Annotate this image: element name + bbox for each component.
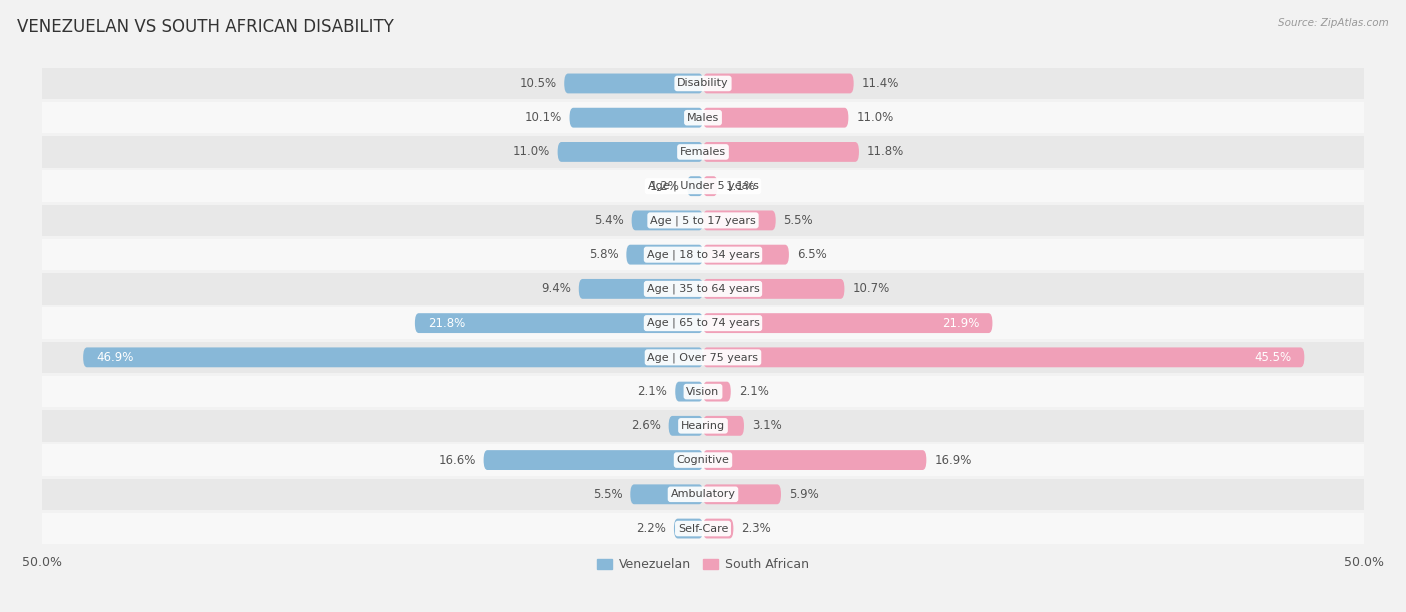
Text: Age | 65 to 74 years: Age | 65 to 74 years [647, 318, 759, 329]
Text: 11.8%: 11.8% [868, 146, 904, 159]
FancyBboxPatch shape [630, 484, 703, 504]
Text: Age | 5 to 17 years: Age | 5 to 17 years [650, 215, 756, 226]
Text: Females: Females [681, 147, 725, 157]
Text: Disability: Disability [678, 78, 728, 89]
Bar [42, 102, 1364, 133]
Bar [42, 239, 1364, 271]
Text: Cognitive: Cognitive [676, 455, 730, 465]
Text: Males: Males [688, 113, 718, 122]
FancyBboxPatch shape [703, 279, 845, 299]
FancyBboxPatch shape [703, 142, 859, 162]
FancyBboxPatch shape [703, 382, 731, 401]
FancyBboxPatch shape [703, 245, 789, 264]
Text: 46.9%: 46.9% [97, 351, 134, 364]
Text: 11.0%: 11.0% [512, 146, 550, 159]
Text: 10.1%: 10.1% [524, 111, 561, 124]
FancyBboxPatch shape [703, 348, 1305, 367]
Text: 5.4%: 5.4% [593, 214, 624, 227]
Bar [42, 341, 1364, 373]
FancyBboxPatch shape [703, 73, 853, 94]
Text: 10.7%: 10.7% [852, 282, 890, 296]
FancyBboxPatch shape [669, 416, 703, 436]
Text: Age | Over 75 years: Age | Over 75 years [648, 352, 758, 362]
FancyBboxPatch shape [703, 416, 744, 436]
Text: Age | 35 to 64 years: Age | 35 to 64 years [647, 283, 759, 294]
Text: Ambulatory: Ambulatory [671, 490, 735, 499]
Text: VENEZUELAN VS SOUTH AFRICAN DISABILITY: VENEZUELAN VS SOUTH AFRICAN DISABILITY [17, 18, 394, 36]
FancyBboxPatch shape [703, 450, 927, 470]
Text: Age | 18 to 34 years: Age | 18 to 34 years [647, 250, 759, 260]
FancyBboxPatch shape [675, 382, 703, 401]
Text: 11.0%: 11.0% [856, 111, 894, 124]
FancyBboxPatch shape [703, 211, 776, 230]
Bar [42, 513, 1364, 544]
Bar [42, 204, 1364, 236]
Text: 21.9%: 21.9% [942, 316, 979, 330]
FancyBboxPatch shape [703, 484, 780, 504]
FancyBboxPatch shape [558, 142, 703, 162]
Text: 1.1%: 1.1% [725, 180, 755, 193]
Text: Vision: Vision [686, 387, 720, 397]
Bar [42, 410, 1364, 442]
Bar [42, 307, 1364, 339]
FancyBboxPatch shape [579, 279, 703, 299]
FancyBboxPatch shape [564, 73, 703, 94]
Text: 2.1%: 2.1% [637, 385, 668, 398]
Text: 16.6%: 16.6% [439, 453, 475, 466]
Bar [42, 376, 1364, 408]
FancyBboxPatch shape [626, 245, 703, 264]
Bar [42, 68, 1364, 99]
Bar [42, 273, 1364, 305]
FancyBboxPatch shape [631, 211, 703, 230]
FancyBboxPatch shape [688, 176, 703, 196]
Text: 3.1%: 3.1% [752, 419, 782, 432]
FancyBboxPatch shape [673, 518, 703, 539]
Bar [42, 170, 1364, 202]
Text: Age | Under 5 years: Age | Under 5 years [648, 181, 758, 192]
FancyBboxPatch shape [703, 176, 717, 196]
FancyBboxPatch shape [484, 450, 703, 470]
Text: 10.5%: 10.5% [519, 77, 557, 90]
Text: 1.2%: 1.2% [650, 180, 679, 193]
Text: 6.5%: 6.5% [797, 248, 827, 261]
Text: 5.5%: 5.5% [783, 214, 813, 227]
Text: Source: ZipAtlas.com: Source: ZipAtlas.com [1278, 18, 1389, 28]
Text: 2.1%: 2.1% [738, 385, 769, 398]
Text: 2.3%: 2.3% [741, 522, 770, 535]
Text: 45.5%: 45.5% [1254, 351, 1291, 364]
Text: 16.9%: 16.9% [934, 453, 972, 466]
Text: 9.4%: 9.4% [541, 282, 571, 296]
FancyBboxPatch shape [83, 348, 703, 367]
Bar [42, 479, 1364, 510]
FancyBboxPatch shape [569, 108, 703, 128]
Text: 2.6%: 2.6% [631, 419, 661, 432]
FancyBboxPatch shape [703, 518, 734, 539]
Text: Hearing: Hearing [681, 421, 725, 431]
Bar [42, 136, 1364, 168]
Legend: Venezuelan, South African: Venezuelan, South African [592, 553, 814, 577]
Text: 2.2%: 2.2% [636, 522, 666, 535]
FancyBboxPatch shape [703, 108, 848, 128]
Text: 5.9%: 5.9% [789, 488, 818, 501]
Bar [42, 444, 1364, 476]
FancyBboxPatch shape [703, 313, 993, 333]
Text: 11.4%: 11.4% [862, 77, 898, 90]
Text: Self-Care: Self-Care [678, 523, 728, 534]
Text: 21.8%: 21.8% [427, 316, 465, 330]
Text: 5.8%: 5.8% [589, 248, 619, 261]
FancyBboxPatch shape [415, 313, 703, 333]
Text: 5.5%: 5.5% [593, 488, 623, 501]
